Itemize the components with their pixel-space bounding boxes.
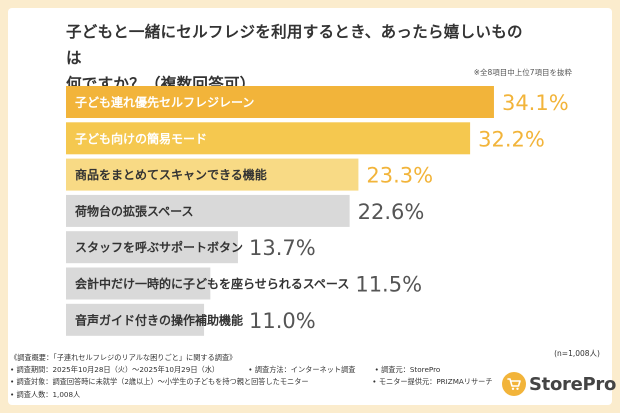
value-label-5: 13.7% [249,236,316,260]
selection-note: ※全8項目中上位7項目を抜粋 [473,68,572,77]
value-label-4: 22.6% [358,200,425,224]
logo-text: StorePro [529,373,617,395]
bar-7 [66,303,205,336]
survey-target: • 調査対象：調査回答時に未就学（2歳以上）〜小学生の子どもを持つ親と回答したモ… [10,377,309,387]
bar-2 [66,122,471,155]
value-label-2: 32.2% [478,127,545,151]
survey-respondents: • 調査人数：1,008人 [10,389,81,399]
category-label-3: 商品をまとめてスキャンできる機能 [75,167,267,182]
survey-overview: 《調査概要：「子連れセルフレジのリアルな困りごと」に関する調査》 • 調査期間：… [10,352,493,401]
title-line-1: 子どもと一緒にセルフレジを利用するとき、あったら嬉しいものは [66,23,523,67]
value-label-3: 23.3% [366,164,433,188]
category-label-5: スタッフを呼ぶサポートボタン [75,240,243,255]
category-label-6: 会計中だけ一時的に子どもを座らせられるスペース [75,276,349,291]
sample-size: (n=1,008人) [554,349,600,358]
bar-5 [66,231,238,264]
survey-heading: 《調査概要：「子連れセルフレジのリアルな困りごと」に関する調査》 [10,353,237,362]
bar-4 [66,194,350,227]
bar-1 [66,86,494,118]
value-label-1: 34.1% [502,91,569,115]
category-label-4: 荷物台の拡張スペース [74,203,194,218]
survey-client: • 調査元：StorePro [374,365,441,375]
bar-3 [66,158,359,191]
category-label-7: 音声ガイド付きの操作補助機能 [75,312,243,327]
value-label-6: 11.5% [355,273,422,297]
bar-6 [66,267,211,300]
category-label-1: 子ども連れ優先セルフレジレーン [75,95,254,110]
survey-method: • 調査方法：インターネット調査 [248,365,356,375]
survey-provider: • モニター提供元：PRIZMAリサーチ [372,377,493,387]
storepro-logo: StorePro [502,370,616,398]
category-label-2: 子ども向けの簡易モード [75,131,207,146]
survey-period: • 調査期間：2025年10月28日（火）〜2025年10月29日（水） [10,365,220,375]
shopping-cart-icon [502,372,526,396]
value-label-7: 11.0% [249,309,316,333]
